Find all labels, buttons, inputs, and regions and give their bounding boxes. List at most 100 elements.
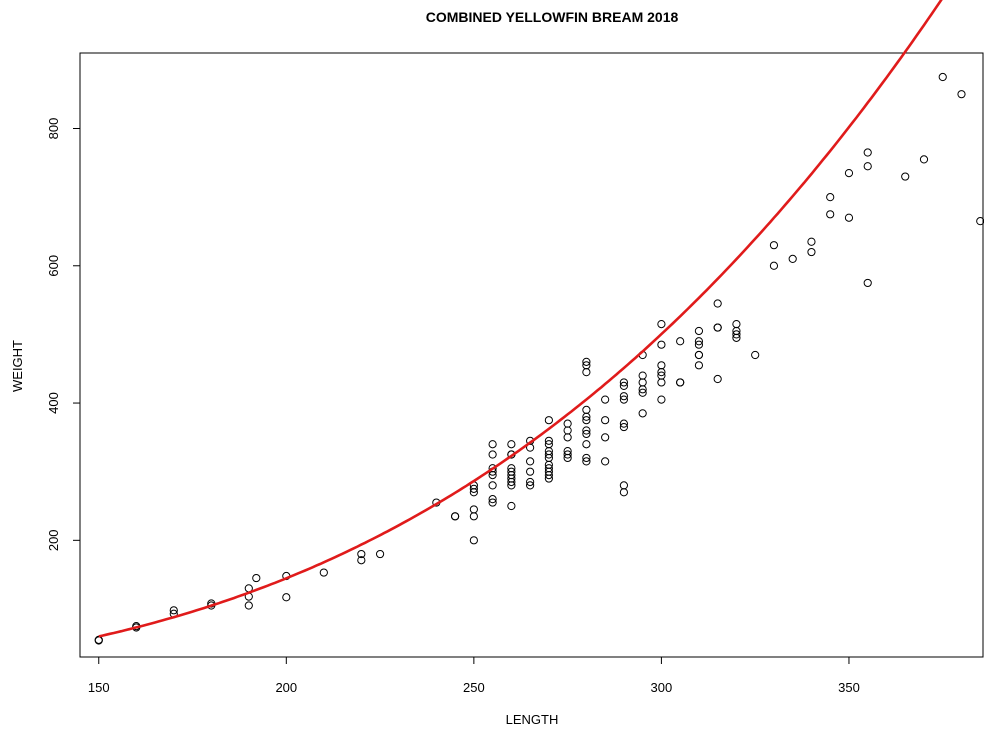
data-point [526,457,535,466]
data-point [619,381,629,390]
data-point [488,481,497,490]
data-points [94,72,984,645]
data-point [582,357,591,366]
data-point [582,457,591,466]
data-point [638,371,647,380]
data-point [526,467,535,476]
data-point [582,405,591,415]
data-point [619,392,629,401]
x-tick-label: 150 [88,680,110,695]
data-point [451,512,460,521]
data-point [563,450,572,459]
fit-curve [98,0,943,638]
x-tick-label: 250 [463,680,485,695]
data-point [619,488,629,497]
data-point [469,536,478,545]
data-point [563,453,572,463]
x-tick-label: 300 [651,680,673,695]
data-point [694,340,704,349]
data-point [732,330,741,339]
data-point [919,155,929,164]
data-point [657,340,666,349]
x-tick-label: 200 [275,680,297,695]
data-point [694,337,704,346]
data-point [357,549,366,559]
data-point [938,72,947,82]
data-point [788,254,797,264]
data-point [769,261,779,270]
data-point [469,484,478,493]
y-axis: 200 400 600 800 [46,118,80,551]
data-point [657,395,666,404]
data-point [807,247,816,257]
data-point [676,378,685,387]
data-point [638,388,647,397]
data-point [469,512,478,521]
data-point [619,422,629,432]
data-point [563,426,572,435]
data-point [544,416,553,425]
data-point [544,471,553,480]
y-axis-label: WEIGHT [10,340,25,392]
data-point [807,237,816,246]
y-tick-label: 800 [46,118,61,140]
data-point [732,333,741,342]
data-point [638,385,647,394]
data-point [582,416,591,425]
data-point [844,169,854,178]
data-point [901,172,910,181]
data-point [713,374,722,384]
data-point [252,573,261,583]
data-point [657,378,666,387]
data-point [507,440,516,449]
data-point [488,440,497,449]
data-point [169,606,178,615]
x-axis-label: LENGTH [506,712,559,727]
data-point [769,241,779,250]
data-point [844,213,854,222]
data-point [619,481,629,490]
data-point [582,440,591,449]
data-point [601,433,610,442]
data-point [469,488,478,497]
data-point [582,429,591,439]
y-tick-label: 400 [46,392,61,414]
data-point [488,471,497,480]
data-point [282,593,291,602]
y-tick-label: 600 [46,255,61,277]
x-tick-label: 350 [838,680,860,695]
data-point [582,426,591,435]
data-point [507,501,516,511]
data-point [826,193,835,202]
data-point [863,162,872,171]
data-point [863,148,872,157]
data-point [713,299,722,308]
data-point [544,474,553,483]
data-point [582,453,591,463]
data-point [713,323,722,332]
data-point [357,556,366,565]
data-point [563,433,572,442]
data-point [488,450,497,459]
data-point [94,636,103,645]
data-point [601,416,610,425]
data-point [657,361,666,370]
data-point [507,477,516,487]
data-point [694,350,704,360]
data-point [957,90,966,99]
data-point [751,350,760,360]
data-point [507,481,516,490]
data-point [732,320,741,329]
data-point [619,378,629,387]
plot-frame [79,52,984,658]
data-point [469,505,478,514]
data-point [676,337,685,346]
y-tick-label: 200 [46,529,61,551]
data-point [601,457,610,466]
data-point [657,368,666,377]
data-point [582,368,591,377]
data-point [619,395,629,404]
data-point [488,495,497,504]
data-point [694,326,704,336]
